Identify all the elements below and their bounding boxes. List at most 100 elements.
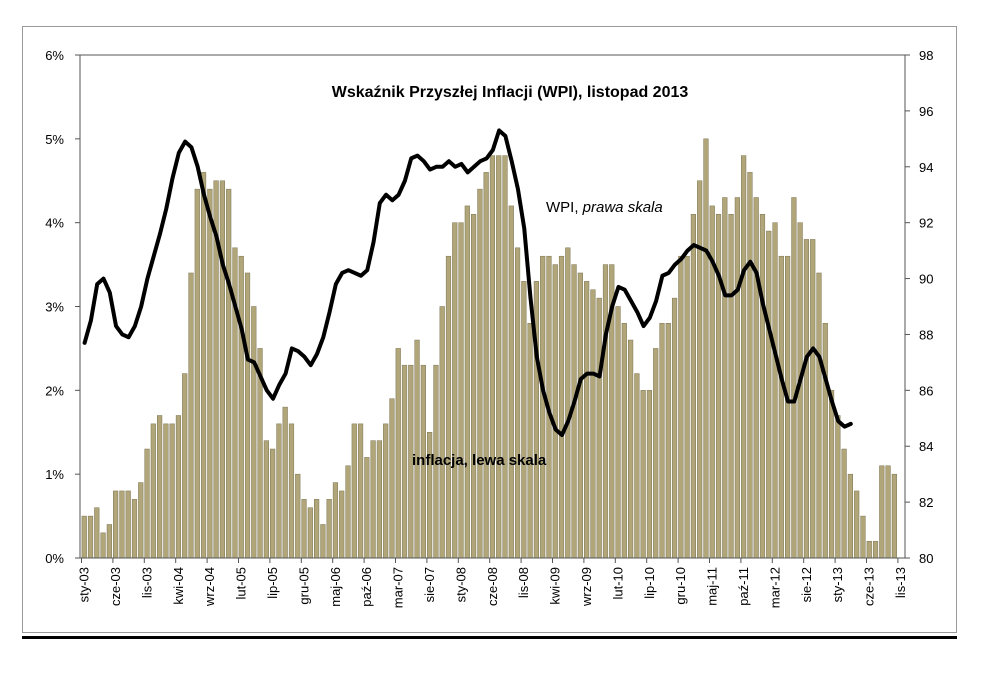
inflation-bar xyxy=(659,323,665,559)
x-tick-label: sie-12 xyxy=(799,567,814,602)
inflation-bar xyxy=(144,448,150,559)
inflation-bar xyxy=(615,306,621,559)
x-tick-label: sty-13 xyxy=(830,567,845,602)
inflation-bar xyxy=(565,247,571,559)
inflation-bar xyxy=(879,465,885,559)
inflation-bar xyxy=(791,197,797,559)
chart-title: Wskaźnik Przyszłej Inflacji (WPI), listo… xyxy=(332,84,689,101)
inflation-bar xyxy=(496,155,502,559)
inflation-bar xyxy=(401,364,408,559)
left-tick-label: 2% xyxy=(45,383,64,398)
inflation-bar xyxy=(207,188,213,559)
inflation-bar xyxy=(678,255,684,559)
inflation-bar xyxy=(715,214,722,559)
left-tick-label: 1% xyxy=(45,467,64,482)
inflation-bar xyxy=(219,180,225,559)
x-tick-label: lis-13 xyxy=(893,567,908,598)
x-tick-label: lis-08 xyxy=(516,567,531,598)
x-tick-label: mar-07 xyxy=(391,567,406,608)
inflation-bar xyxy=(238,255,244,559)
inflation-bar xyxy=(263,440,269,559)
inflation-bar xyxy=(703,138,709,559)
inflation-bar xyxy=(282,406,288,559)
inflation-bar xyxy=(521,281,527,559)
inflation-bar xyxy=(452,222,458,559)
left-tick-label: 6% xyxy=(45,48,64,63)
inflation-bar xyxy=(326,499,332,559)
inflation-series-label: inflacja, lewa skala xyxy=(412,452,547,469)
inflation-bar xyxy=(288,423,295,559)
x-tick-label: gru-10 xyxy=(673,567,688,605)
inflation-bar xyxy=(81,515,87,559)
inflation-bar xyxy=(345,465,351,559)
x-tick-label: sty-08 xyxy=(453,567,468,602)
inflation-bar xyxy=(785,255,791,559)
right-tick-label: 92 xyxy=(919,216,933,231)
x-axis: sty-03 cze-03 lis-03 kwi-04 wrz-04 lut-05 lip-… xyxy=(77,558,908,608)
inflation-bar xyxy=(728,214,734,559)
x-tick-label: lip-05 xyxy=(265,567,280,599)
inflation-bar xyxy=(634,373,640,559)
inflation-bar xyxy=(200,172,207,559)
inflation-bar xyxy=(891,473,897,559)
x-tick-label: cze-13 xyxy=(862,567,877,606)
inflation-bar xyxy=(816,272,822,559)
x-tick-label: gru-05 xyxy=(296,567,311,605)
inflation-bar xyxy=(602,264,609,559)
wpi-label-main: WPI, xyxy=(546,199,583,216)
inflation-bar xyxy=(697,180,703,559)
inflation-bar xyxy=(628,339,634,559)
inflation-bar xyxy=(596,297,602,559)
inflation-bar xyxy=(464,205,470,559)
inflation-bar xyxy=(175,415,182,559)
right-tick-label: 86 xyxy=(919,383,933,398)
right-tick-label: 80 xyxy=(919,551,933,566)
x-tick-label: cze-03 xyxy=(108,567,123,606)
inflation-bar xyxy=(772,222,778,559)
inflation-bar xyxy=(131,499,138,559)
x-tick-label: lut-10 xyxy=(610,567,625,600)
x-tick-label: paź-06 xyxy=(359,567,374,607)
x-tick-label: lut-05 xyxy=(234,567,249,600)
inflation-bar xyxy=(502,155,508,559)
inflation-bar xyxy=(885,465,891,559)
right-tick-label: 90 xyxy=(919,272,933,287)
inflation-bar xyxy=(590,289,596,559)
inflation-bar xyxy=(552,264,558,559)
inflation-bar xyxy=(828,390,835,559)
inflation-bar xyxy=(150,423,156,559)
inflation-bar xyxy=(483,172,489,559)
inflation-bar xyxy=(684,255,690,559)
right-tick-label: 82 xyxy=(919,495,933,510)
inflation-bar xyxy=(376,440,382,559)
left-tick-label: 4% xyxy=(45,216,64,231)
inflation-bar xyxy=(471,214,477,559)
inflation-bar xyxy=(653,348,659,559)
inflation-bar xyxy=(514,247,521,559)
inflation-bar xyxy=(314,499,320,559)
inflation-bar xyxy=(803,239,810,559)
inflation-bar xyxy=(169,423,175,559)
inflation-bar xyxy=(759,214,766,559)
left-tick-label: 0% xyxy=(45,551,64,566)
inflation-bar xyxy=(665,323,671,559)
inflation-bar xyxy=(753,197,759,559)
x-tick-label: wrz-04 xyxy=(202,567,217,607)
x-tick-label: wrz-09 xyxy=(579,567,594,607)
x-tick-label: maj-06 xyxy=(328,567,343,607)
inflation-bar xyxy=(106,524,112,559)
x-tick-label: paź-11 xyxy=(736,567,751,606)
right-tick-label: 88 xyxy=(919,327,933,342)
inflation-bar xyxy=(778,255,784,559)
inflation-bar xyxy=(646,390,653,559)
inflation-bar xyxy=(741,155,747,559)
inflation-bar xyxy=(270,448,276,559)
right-tick-label: 94 xyxy=(919,160,933,175)
inflation-bar xyxy=(841,448,847,559)
inflation-bar xyxy=(320,524,326,559)
inflation-bar xyxy=(357,423,364,559)
inflation-bar xyxy=(370,440,376,559)
inflation-bar xyxy=(835,415,841,559)
inflation-bar xyxy=(854,490,860,559)
